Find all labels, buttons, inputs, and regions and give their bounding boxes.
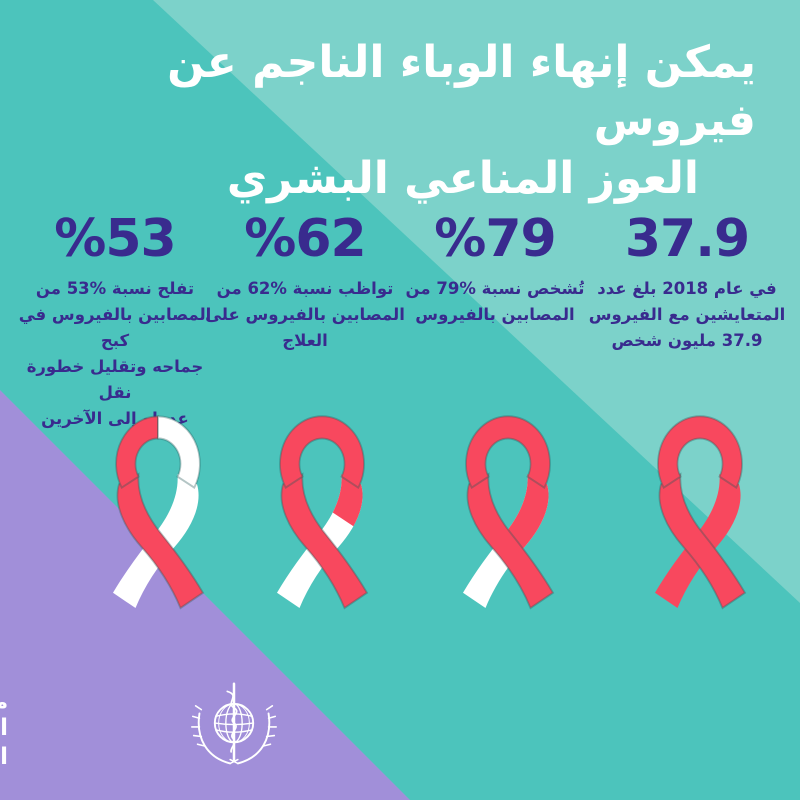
awareness-ribbon-79-icon: [463, 415, 555, 610]
title-line-2: العوز المناعي البشري: [226, 153, 699, 204]
awareness-ribbon-full-icon: [655, 415, 747, 610]
desc-line: المصابين بالفيروس في كبح: [18, 305, 212, 350]
awareness-ribbon-53-icon: [113, 415, 205, 610]
stat-column-37-9: 37.9 في عام 2018 بلغ عدد المتعايشين مع ا…: [587, 212, 787, 354]
desc-line: المصابين بالفيروس على: [205, 305, 405, 324]
stat-column-79: %79 تُشخص نسبة %79 من المصابين بالفيروس: [395, 212, 595, 328]
desc-line: تفلح نسبة %53 من: [35, 279, 195, 298]
stat-number: %79: [434, 209, 556, 269]
who-emblem-icon: [190, 682, 278, 765]
desc-line: العلاج: [282, 331, 328, 350]
stat-description: تفلح نسبة %53 من المصابين بالفيروس في كب…: [15, 276, 215, 432]
desc-line: 37.9 مليون شخص: [611, 331, 763, 350]
stat-description: تواظب نسبة %62 من المصابين بالفيروس على …: [205, 276, 405, 354]
stat-number: 37.9: [624, 209, 750, 269]
awareness-ribbon-62-icon: [277, 415, 369, 610]
stat-number: %62: [244, 209, 366, 269]
desc-line: المصابين بالفيروس: [415, 305, 575, 324]
desc-line: تواظب نسبة %62 من: [216, 279, 394, 298]
who-footer: منظمة الصحة العالمية: [0, 675, 300, 785]
stat-description: في عام 2018 بلغ عدد المتعايشين مع الفيرو…: [587, 276, 787, 354]
desc-line: المتعايشين مع الفيروس: [588, 305, 786, 324]
stat-number: %53: [54, 209, 176, 269]
stat-description: تُشخص نسبة %79 من المصابين بالفيروس: [395, 276, 595, 328]
title-line-1: يمكن إنهاء الوباء الناجم عن فيروس: [167, 37, 756, 146]
page-title: يمكن إنهاء الوباء الناجم عن فيروس العوز …: [40, 34, 756, 208]
stat-column-62: %62 تواظب نسبة %62 من المصابين بالفيروس …: [205, 212, 405, 354]
desc-line: في عام 2018 بلغ عدد: [597, 279, 777, 298]
desc-line: جماحه وتقليل خطورة نقل: [26, 357, 204, 402]
stat-column-53: %53 تفلح نسبة %53 من المصابين بالفيروس ف…: [15, 212, 215, 432]
desc-line: تُشخص نسبة %79 من: [405, 279, 585, 298]
